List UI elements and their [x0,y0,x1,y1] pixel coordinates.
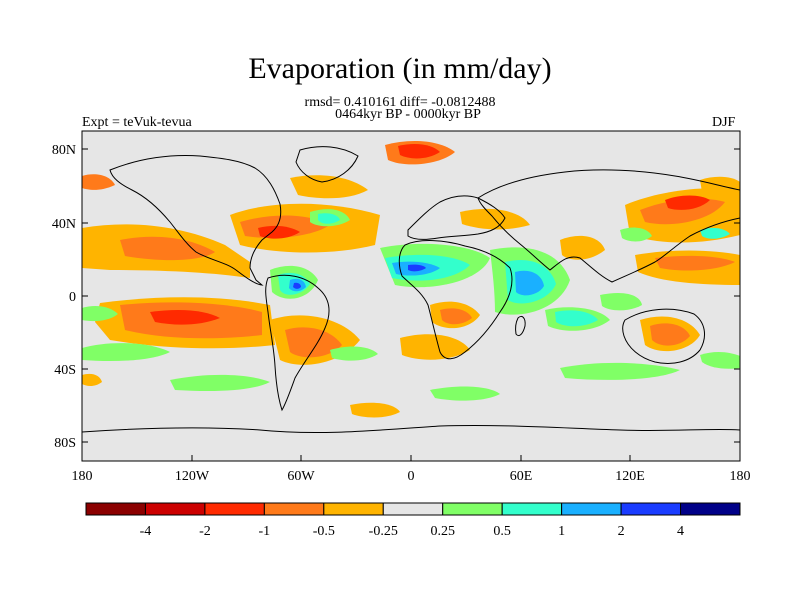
colorbar-swatch [263,502,325,516]
antarctica-outline [82,424,740,434]
lon-tick-label: 120W [175,469,210,484]
asia-outline [477,169,740,283]
colorbar-label: -0.5 [313,524,335,539]
experiment-label: Expt = teVuk-tevua [82,115,192,130]
africa-outline [398,240,513,360]
colorbar-swatch [204,502,265,516]
lon-tick-label: 60W [287,469,315,484]
australia-outline [622,308,706,364]
period-subtitle: 0464kyr BP - 0000kyr BP [335,107,481,122]
colorbar-label: 0.5 [493,524,511,539]
lon-tick-label: 0 [408,469,415,484]
lon-tick-label: 180 [72,469,93,484]
colorbar-swatch [442,502,503,516]
colorbar-label: -2 [199,524,211,539]
colorbar-swatch [680,502,741,516]
lat-tick-label: 40S [54,363,76,378]
colorbar-label: 0.25 [430,524,455,539]
lon-tick-label: 180 [730,469,751,484]
colorbar-swatch [144,502,206,516]
evaporation-anomaly-fields [82,140,740,418]
chart-title: Evaporation (in mm/day) [248,52,552,85]
colorbar [85,502,741,516]
lon-tick-label: 60E [510,469,533,484]
madagascar-outline [515,315,526,337]
colorbar-labels: -4 -2 -1 -0.5 -0.25 0.25 0.5 1 2 4 [140,524,684,539]
coastlines [82,146,740,434]
colorbar-swatch [323,502,384,516]
season-label: DJF [712,115,736,130]
south-america-outline [265,274,330,412]
colorbar-swatch [85,502,146,516]
lat-tick-label: 80S [54,436,76,451]
positive-anomaly-regions [82,209,740,401]
lon-tick-label: 120E [615,469,645,484]
colorbar-swatch [382,502,444,516]
lat-tick-label: 80N [52,143,76,158]
stats-subtitle: rmsd= 0.410161 diff= -0.0812488 [304,95,496,110]
colorbar-swatch [561,502,622,516]
colorbar-label: -4 [140,524,152,539]
latitude-axis [82,148,740,443]
colorbar-label: -1 [259,524,271,539]
colorbar-label: 1 [558,524,565,539]
colorbar-label: 4 [677,524,684,539]
colorbar-swatch [501,502,563,516]
colorbar-label: -0.25 [369,524,398,539]
longitude-axis [81,455,741,461]
greenland-outline [295,146,359,183]
colorbar-label: 2 [618,524,625,539]
colorbar-swatch [620,502,682,516]
lat-tick-label: 0 [69,290,76,305]
europe-outline [407,195,506,240]
lat-tick-label: 40N [52,217,76,232]
north-america-outline [109,155,282,286]
map-background [82,131,740,461]
